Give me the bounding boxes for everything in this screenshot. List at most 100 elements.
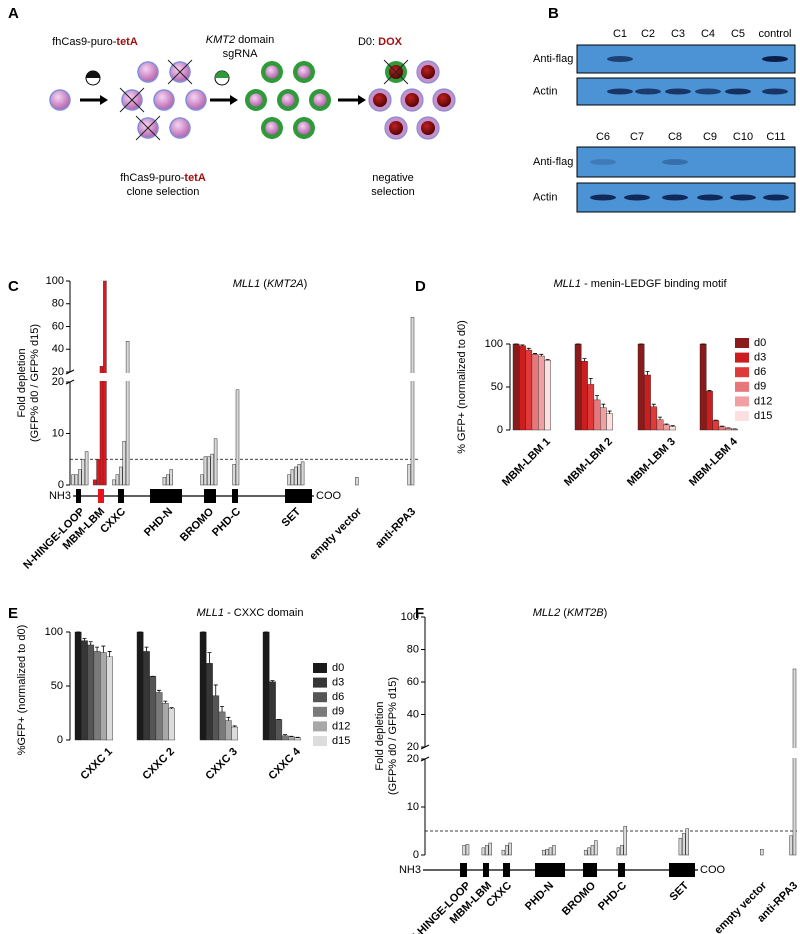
error-bar: [533, 353, 538, 355]
bar: [92, 479, 97, 486]
error-bar: [645, 371, 650, 375]
lane-label: C6: [596, 131, 610, 143]
x-tick-label: MBM-LBM 2: [562, 436, 615, 489]
y-tick-label: 60: [52, 320, 64, 332]
bar: [136, 631, 144, 741]
bar: [644, 374, 651, 431]
bar: [231, 726, 239, 741]
bar: [235, 389, 240, 486]
chart-title: MLL2 (KMT2B): [533, 607, 608, 619]
error-bar: [289, 735, 294, 737]
y-tick-label: 20: [407, 753, 419, 765]
step-label: KMT2 domain: [206, 34, 274, 46]
band: [730, 194, 756, 201]
x-tick-label: CXXC 4: [266, 745, 303, 782]
y-tick-label: 0: [57, 734, 63, 746]
legend-label: d6: [332, 691, 344, 703]
bar: [462, 845, 466, 856]
domain-start: NH3: [49, 490, 71, 502]
legend-swatch: [735, 338, 749, 348]
bar: [155, 692, 163, 741]
legend-swatch: [735, 411, 749, 421]
axis-break: [419, 748, 797, 758]
bar: [143, 651, 150, 741]
x-tick-label: PHD-N: [523, 880, 556, 913]
y-axis-label: Fold depletion: [374, 701, 386, 770]
bar: [297, 464, 301, 486]
stage-label: selection: [371, 186, 414, 198]
y-tick-label: 40: [407, 708, 419, 720]
step-label: fhCas9-puro-tetA: [52, 36, 138, 48]
error-bar: [582, 358, 587, 362]
bar: [78, 469, 82, 486]
x-tick-label: MBM-LBM 1: [500, 436, 553, 489]
band: [697, 194, 723, 201]
step-label-part: tetA: [116, 36, 137, 48]
x-tick-label: SET: [280, 506, 304, 530]
step-label-part: fhCas9-puro-: [52, 36, 117, 48]
band: [635, 88, 661, 95]
panel-letter: A: [8, 5, 19, 22]
axis-break: [64, 373, 418, 381]
bar: [81, 640, 88, 741]
y-tick-label: 100: [401, 611, 419, 623]
lane-label: C5: [731, 28, 745, 40]
band: [762, 56, 788, 62]
error-bar: [670, 425, 675, 427]
chart-title-part: - menin-LEDGF binding motif: [581, 278, 727, 290]
bar: [169, 469, 173, 486]
y-axis-label: (GFP% d0 / GFP% d15): [387, 677, 399, 795]
error-bar: [169, 707, 174, 709]
bar: [620, 845, 624, 856]
legend-label: d0: [754, 337, 766, 349]
bar: [410, 317, 415, 486]
bar: [792, 668, 797, 856]
bar: [623, 825, 627, 856]
error-bar: [539, 353, 544, 357]
error-bar: [88, 641, 93, 645]
cell-core: [437, 93, 451, 107]
y-tick-label: 10: [407, 801, 419, 813]
x-tick-label: BROMO: [178, 505, 217, 544]
bar: [531, 354, 539, 431]
error-bar: [520, 344, 525, 346]
legend-swatch: [313, 721, 327, 732]
bar: [74, 631, 82, 741]
step-label-part: DOX: [378, 36, 403, 48]
bar: [407, 464, 411, 486]
step-label: D0: DOX: [358, 36, 403, 48]
bar: [199, 631, 207, 741]
panel-letter: F: [415, 605, 424, 622]
cross: [135, 115, 161, 141]
bar: [544, 360, 552, 431]
bar: [545, 848, 549, 856]
bar: [355, 477, 359, 486]
bar: [122, 440, 126, 486]
bar: [203, 456, 208, 486]
bar: [488, 842, 492, 856]
domain-box: [98, 489, 104, 503]
x-tick-label: CXXC 1: [78, 746, 115, 783]
error-bar: [595, 395, 600, 400]
domain-box: [483, 863, 489, 877]
cell-core: [313, 93, 327, 107]
legend-label: d9: [754, 381, 766, 393]
cross: [167, 59, 193, 85]
bar: [300, 461, 305, 486]
cell-core: [281, 93, 295, 107]
legend-label: d15: [332, 735, 350, 747]
panel-letter: D: [415, 278, 426, 295]
error-bar: [107, 651, 112, 657]
bar: [218, 711, 226, 741]
domain-box: [285, 489, 312, 503]
domain-box: [76, 489, 81, 503]
domain-end: COO: [700, 864, 726, 876]
cell-core: [421, 121, 435, 135]
bar: [262, 631, 270, 741]
bar: [606, 413, 614, 431]
arrow-head: [230, 95, 238, 105]
error-bar: [607, 410, 612, 414]
bar: [281, 735, 289, 741]
error-bar: [95, 646, 100, 652]
error-bar: [658, 416, 663, 420]
